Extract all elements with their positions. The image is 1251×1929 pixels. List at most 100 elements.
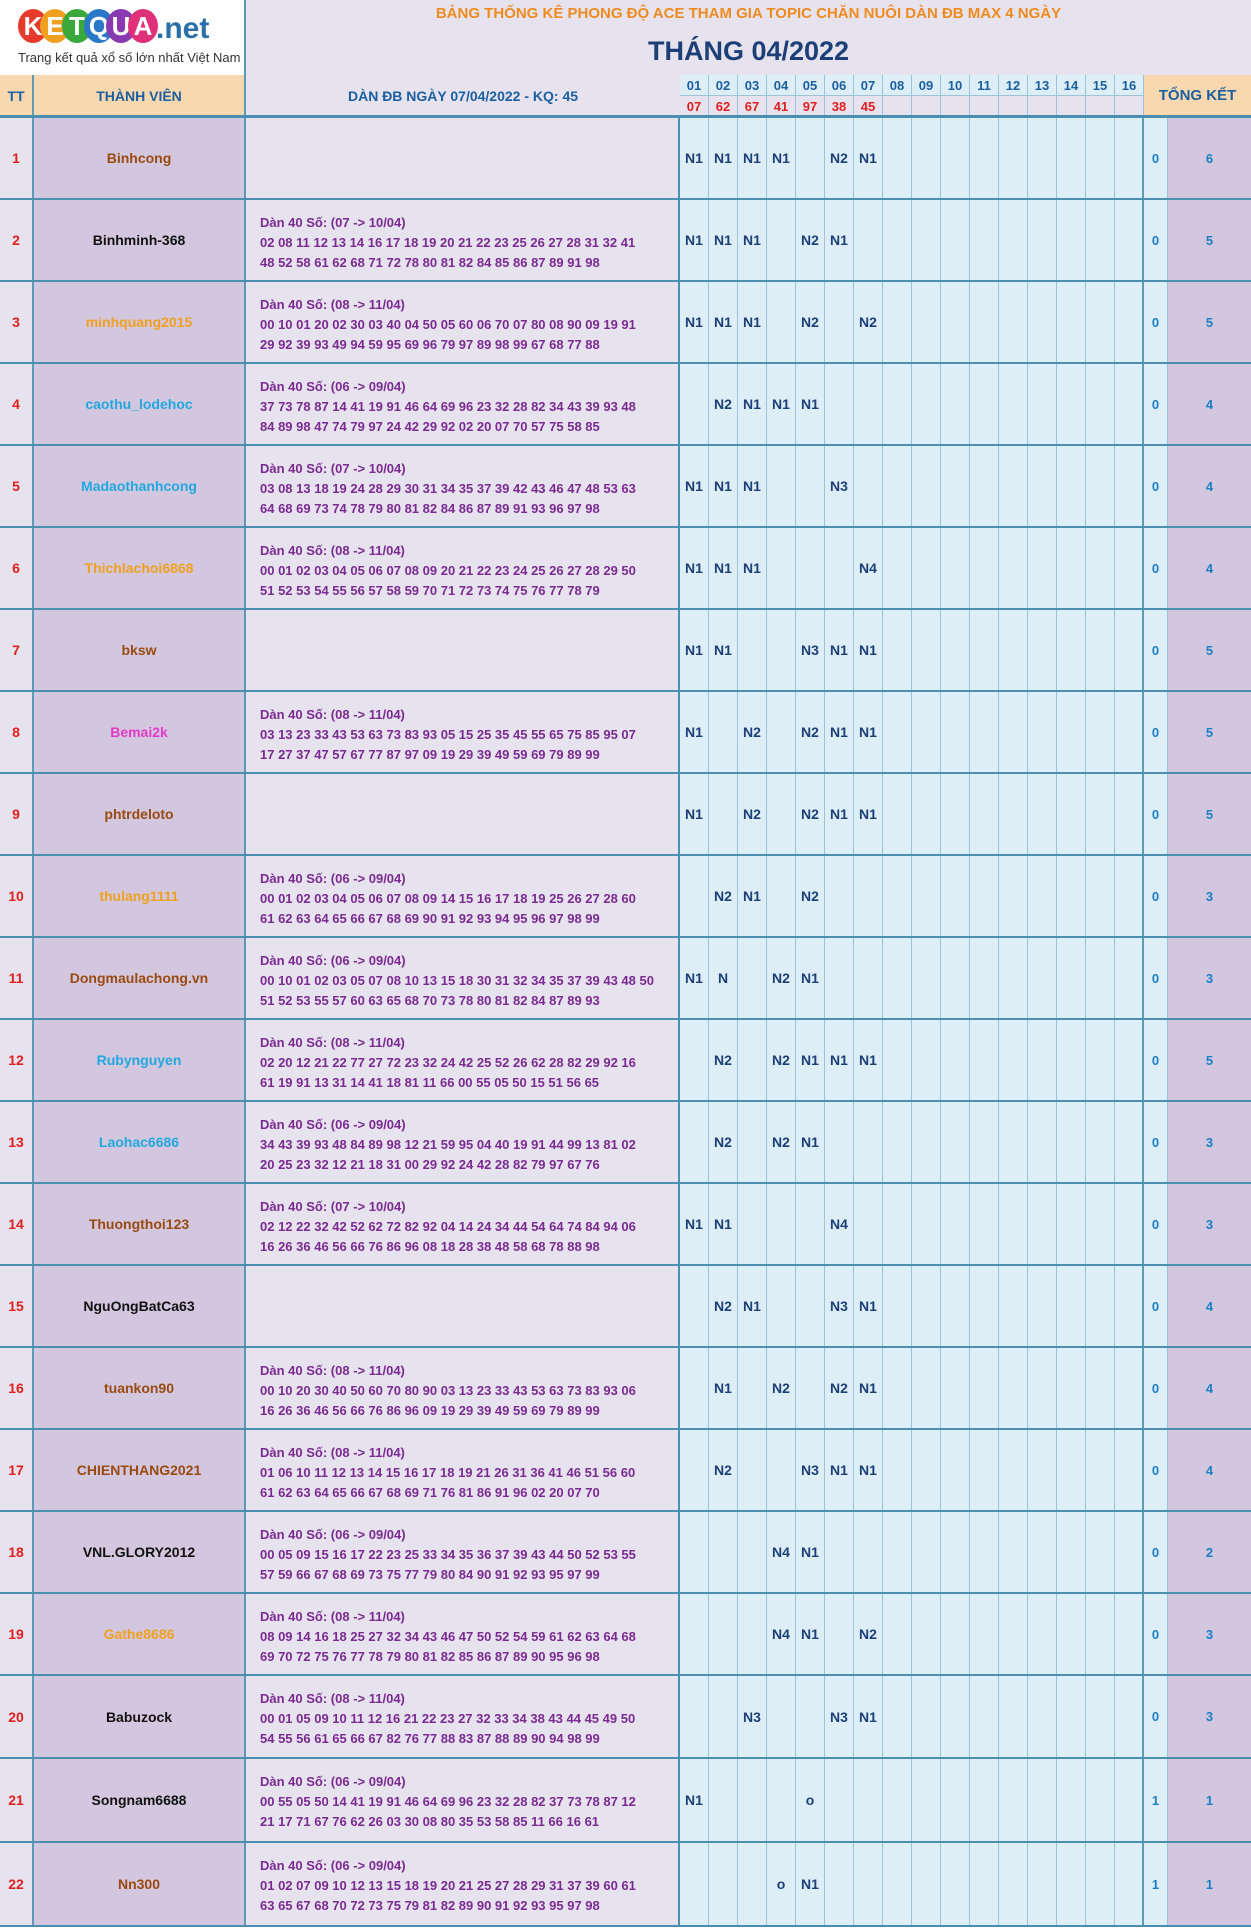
day-result-cell <box>854 1512 883 1592</box>
member-name[interactable]: Binhminh-368 <box>32 200 246 280</box>
row-index: 2 <box>0 200 32 280</box>
member-name[interactable]: Thichlachoi6868 <box>32 528 246 608</box>
day-result-cell <box>738 1102 767 1182</box>
member-name[interactable]: caothu_lodehoc <box>32 364 246 444</box>
day-result-cell <box>999 1676 1028 1757</box>
day-result-cell <box>1057 610 1086 690</box>
day-result-cell <box>854 1759 883 1841</box>
member-name[interactable]: Thuongthoi123 <box>32 1184 246 1264</box>
dan-cell: Dàn 40 Số: (08 -> 11/04) 00 01 05 09 10 1… <box>246 1676 680 1757</box>
total-hits: 5 <box>1167 610 1251 690</box>
ketqua-logo[interactable]: K E T Q U A .net Trang kết quả xổ số lớn nhất V… <box>0 0 246 75</box>
day-result-cell <box>1028 1512 1057 1592</box>
day-result-cell <box>1115 1266 1144 1346</box>
day-result-cell <box>1086 1184 1115 1264</box>
day-result-cell: N1 <box>825 692 854 772</box>
dan-numbers-line: 51 52 53 55 57 60 63 65 68 70 73 78 80 8… <box>260 993 600 1008</box>
header-result <box>1086 96 1115 117</box>
table-row: 7 bksw N1 N1 N3 N1 N1 0 5 <box>0 610 1251 692</box>
day-result-cell <box>1057 1020 1086 1100</box>
day-result-cell <box>1086 118 1115 198</box>
member-name[interactable]: Binhcong <box>32 118 246 198</box>
day-result-cell <box>912 856 941 936</box>
member-name[interactable]: Laohac6686 <box>32 1102 246 1182</box>
day-result-cell <box>1028 364 1057 444</box>
member-name[interactable]: bksw <box>32 610 246 690</box>
dan-numbers-line: 00 05 09 15 16 17 22 23 25 33 34 35 36 3… <box>260 1547 636 1562</box>
day-result-cell <box>1057 446 1086 526</box>
member-name[interactable]: Babuzock <box>32 1676 246 1757</box>
day-result-cell <box>912 528 941 608</box>
member-name[interactable]: CHIENTHANG2021 <box>32 1430 246 1510</box>
day-result-cell <box>941 1348 970 1428</box>
day-result-cell <box>1028 1759 1057 1841</box>
day-result-cell <box>999 856 1028 936</box>
header-result: 45 <box>854 96 883 117</box>
day-result-cell: N2 <box>709 1266 738 1346</box>
day-result-cell <box>883 1020 912 1100</box>
row-index: 18 <box>0 1512 32 1592</box>
member-name[interactable]: NguOngBatCa63 <box>32 1266 246 1346</box>
day-result-cell <box>767 200 796 280</box>
day-result-cell <box>738 938 767 1018</box>
day-result-cell: N1 <box>680 528 709 608</box>
day-result-cell <box>825 1843 854 1925</box>
day-result-cell <box>680 856 709 936</box>
day-result-cell <box>912 364 941 444</box>
total-missed: 1 <box>1142 1843 1167 1925</box>
day-result-cell: N1 <box>796 1843 825 1925</box>
day-result-cell <box>1115 364 1144 444</box>
member-name[interactable]: Gathe8686 <box>32 1594 246 1674</box>
day-result-cell: N1 <box>796 938 825 1018</box>
dan-numbers-line <box>260 643 678 663</box>
day-result-cell <box>912 1759 941 1841</box>
day-result-cell <box>912 1102 941 1182</box>
dan-header: Dàn 40 Số: (07 -> 10/04) <box>260 215 406 230</box>
member-name[interactable]: Nn300 <box>32 1843 246 1925</box>
day-result-cell <box>941 1676 970 1757</box>
total-missed: 0 <box>1142 118 1167 198</box>
day-result-cell <box>941 528 970 608</box>
member-name[interactable]: thulang1111 <box>32 856 246 936</box>
total-missed: 0 <box>1142 610 1167 690</box>
member-name[interactable]: phtrdeloto <box>32 774 246 854</box>
header-divider <box>0 115 1251 118</box>
day-result-cell <box>941 446 970 526</box>
member-name[interactable]: Bemai2k <box>32 692 246 772</box>
total-missed: 0 <box>1142 774 1167 854</box>
member-name[interactable]: VNL.GLORY2012 <box>32 1512 246 1592</box>
day-result-cell <box>941 1266 970 1346</box>
day-result-cell <box>883 1594 912 1674</box>
dan-numbers-line: 61 19 91 13 31 14 41 18 81 11 66 00 55 0… <box>260 1075 600 1090</box>
member-name[interactable]: tuankon90 <box>32 1348 246 1428</box>
table-row: 16 tuankon90 Dàn 40 Số: (08 -> 11/04) 00 10… <box>0 1348 1251 1430</box>
member-name[interactable]: Madaothanhcong <box>32 446 246 526</box>
day-result-cell <box>1086 1676 1115 1757</box>
member-name[interactable]: minhquang2015 <box>32 282 246 362</box>
table-row: 5 Madaothanhcong Dàn 40 Số: (07 -> 10/04) 0… <box>0 446 1251 528</box>
day-result-cell <box>680 1594 709 1674</box>
day-result-cell: N1 <box>854 1430 883 1510</box>
day-result-cell <box>941 1843 970 1925</box>
day-result-cell <box>1057 1676 1086 1757</box>
dan-numbers-line: 17 27 37 47 57 67 77 87 97 09 19 29 39 4… <box>260 747 600 762</box>
day-result-cell <box>999 1348 1028 1428</box>
dan-cell: Dàn 40 Số: (07 -> 10/04) 03 08 13 18 19 2… <box>246 446 680 526</box>
member-name[interactable]: Dongmaulachong.vn <box>32 938 246 1018</box>
day-result-cell <box>1057 1594 1086 1674</box>
dan-numbers-line: 16 26 36 46 56 66 76 86 96 09 19 29 39 4… <box>260 1403 600 1418</box>
member-name[interactable]: Rubynguyen <box>32 1020 246 1100</box>
dan-header <box>260 787 678 807</box>
dan-numbers-line: 64 68 69 73 74 78 79 80 81 82 84 86 87 8… <box>260 501 600 516</box>
member-name[interactable]: Songnam6688 <box>32 1759 246 1841</box>
day-result-cell <box>1115 692 1144 772</box>
day-result-cell <box>1115 528 1144 608</box>
dan-header: Dàn 40 Số: (06 -> 09/04) <box>260 953 406 968</box>
total-hits: 5 <box>1167 1020 1251 1100</box>
day-result-cell <box>1086 1430 1115 1510</box>
day-result-cell <box>854 1184 883 1264</box>
header-day: 08 <box>883 75 912 96</box>
dan-numbers-line: 08 09 14 16 18 25 27 32 34 43 46 47 50 5… <box>260 1629 636 1644</box>
row-index: 19 <box>0 1594 32 1674</box>
dan-numbers-line: 63 65 67 68 70 72 73 75 79 81 82 89 90 9… <box>260 1898 600 1913</box>
